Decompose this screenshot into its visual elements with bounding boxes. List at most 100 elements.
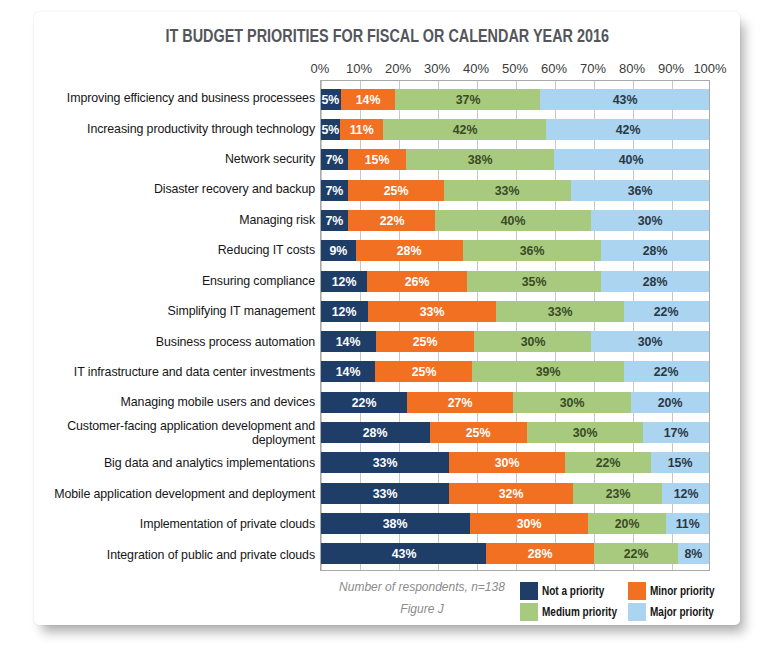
bar-segment-value: 12% — [332, 304, 357, 319]
bar-segment: 33% — [444, 180, 571, 201]
category-label: Ensuring compliance — [38, 266, 315, 296]
bar-segment-value: 25% — [466, 425, 491, 440]
bar-segment: 12% — [321, 271, 367, 292]
bar-segment-value: 28% — [397, 243, 422, 258]
bar-segment-value: 7% — [326, 152, 344, 167]
bar-segment-value: 28% — [528, 546, 553, 561]
legend-label: Minor priority — [650, 584, 714, 598]
bar-segment-value: 33% — [373, 455, 398, 470]
category-label: Managing mobile users and devices — [38, 387, 315, 417]
bar-segment: 12% — [662, 483, 709, 504]
bar-segment-value: 5% — [322, 122, 340, 137]
category-labels: Improving efficiency and business proces… — [38, 83, 315, 570]
bar-segment: 22% — [348, 210, 434, 231]
bar-segment: 8% — [678, 543, 709, 564]
bar-segment: 30% — [470, 513, 588, 534]
bar-segment: 5% — [321, 89, 341, 110]
chart-title: IT BUDGET PRIORITIES FOR FISCAL OR CALEN… — [34, 26, 740, 47]
stacked-bar: 5%14%37%43% — [321, 89, 709, 110]
category-label: Big data and analytics implementations — [38, 448, 315, 478]
bar-segment: 30% — [591, 210, 709, 231]
bar-segment-value: 38% — [468, 152, 493, 167]
stacked-bar: 7%15%38%40% — [321, 149, 709, 170]
stacked-bar: 12%33%33%22% — [321, 301, 709, 322]
bar-segment: 26% — [367, 271, 467, 292]
legend-swatch — [520, 582, 538, 600]
bar-segment: 17% — [643, 422, 709, 443]
bar-segment-value: 30% — [638, 213, 663, 228]
bar-segment: 30% — [449, 452, 565, 473]
legend-swatch — [520, 603, 538, 621]
bar-segment-value: 20% — [657, 395, 682, 410]
category-label: Managing risk — [38, 205, 315, 235]
bar-segment: 22% — [594, 543, 679, 564]
legend-label: Medium priority — [542, 605, 617, 619]
bar-segment-value: 7% — [326, 183, 344, 198]
bar-row: 7%15%38%40% — [321, 145, 709, 175]
bar-segment: 33% — [496, 301, 624, 322]
bar-segment-value: 30% — [638, 334, 663, 349]
stacked-bar: 14%25%30%30% — [321, 331, 709, 352]
stacked-bar: 33%32%23%12% — [321, 483, 709, 504]
bar-segment-value: 28% — [643, 274, 668, 289]
bar-segment: 22% — [624, 301, 709, 322]
bar-row: 5%11%42%42% — [321, 114, 709, 144]
bar-segment-value: 27% — [448, 395, 473, 410]
bar-row: 9%28%36%28% — [321, 236, 709, 266]
bar-segment-value: 39% — [536, 364, 561, 379]
legend-item: Medium priority — [520, 603, 636, 621]
bar-segment: 28% — [486, 543, 594, 564]
stacked-bar: 5%11%42%42% — [321, 119, 709, 140]
legend-item: Not a priority — [520, 582, 620, 600]
bar-segment: 5% — [321, 119, 340, 140]
bar-segment-value: 37% — [456, 92, 481, 107]
bar-segment-value: 20% — [614, 516, 639, 531]
bar-segment: 14% — [341, 89, 396, 110]
bar-segment-value: 11% — [350, 122, 374, 137]
legend-item: Minor priority — [628, 582, 731, 600]
bar-segment: 37% — [395, 89, 540, 110]
bar-segment-value: 12% — [332, 274, 357, 289]
bar-segment: 11% — [666, 513, 709, 534]
bar-segment: 27% — [407, 392, 513, 413]
bar-segment-value: 30% — [516, 516, 541, 531]
category-label: Disaster recovery and backup — [38, 174, 315, 204]
bar-segment-value: 5% — [322, 92, 340, 107]
bar-segment: 33% — [321, 452, 449, 473]
bar-row: 43%28%22%8% — [321, 539, 709, 569]
stacked-bar: 14%25%39%22% — [321, 361, 709, 382]
bar-segment-value: 17% — [664, 425, 689, 440]
bar-row: 38%30%20%11% — [321, 508, 709, 538]
bar-segment-value: 9% — [329, 243, 347, 258]
bar-segment: 28% — [601, 271, 709, 292]
bar-segment-value: 30% — [495, 455, 520, 470]
bar-segment-value: 25% — [412, 334, 437, 349]
bar-segment-value: 30% — [520, 334, 545, 349]
bar-segment-value: 40% — [501, 213, 526, 228]
bar-segment: 28% — [601, 240, 709, 261]
footnote: Number of respondents, n=138 Figure J — [302, 581, 542, 616]
bar-segment: 30% — [591, 331, 709, 352]
bar-segment: 11% — [340, 119, 383, 140]
stacked-bar: 7%22% 40% 30% — [321, 210, 709, 231]
bar-segment-value: 25% — [384, 183, 409, 198]
legend-swatch — [628, 582, 646, 600]
category-label: Mobile application development and deplo… — [38, 479, 315, 509]
bar-row: 22%27%30%20% — [321, 387, 709, 417]
bar-segment: 32% — [449, 483, 573, 504]
bar-segment: 25% — [375, 361, 472, 382]
chart-card: IT BUDGET PRIORITIES FOR FISCAL OR CALEN… — [34, 12, 740, 625]
bar-segment: 28% — [321, 422, 430, 443]
bar-segment-value: 33% — [373, 486, 398, 501]
bar-segment: 25% — [348, 180, 444, 201]
category-label: Increasing productivity through technolo… — [38, 113, 315, 143]
category-label: Business process automation — [38, 327, 315, 357]
legend-swatch — [628, 603, 646, 621]
bar-segment: 30% — [474, 331, 592, 352]
stacked-bar: 43%28%22%8% — [321, 543, 709, 564]
bar-segment: 33% — [368, 301, 496, 322]
bar-row: 33%30%22%15% — [321, 448, 709, 478]
plot-area: 5%14%37%43%5%11%42%42%7%15%38%40%7%25%33… — [320, 80, 710, 571]
stacked-bar: 28%25%30%17% — [321, 422, 709, 443]
bar-segment: 7% — [321, 210, 348, 231]
